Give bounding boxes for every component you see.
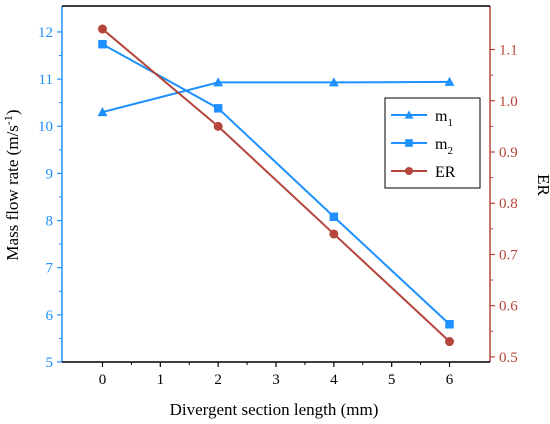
data-point-m1 [97, 107, 108, 117]
right-tick-label: 1.0 [499, 94, 518, 110]
data-point-m1 [213, 77, 224, 87]
data-point-m1 [444, 76, 455, 86]
legend-label-main: m [435, 108, 448, 125]
left-axis-label-sup: -1 [1, 115, 15, 125]
data-point-er [97, 24, 107, 34]
left-tick-label: 7 [46, 261, 54, 277]
right-tick-label: 0.5 [499, 350, 518, 366]
labels-layer: Divergent section length (mm) ER Mass fl… [1, 109, 550, 419]
series-line-er [101, 28, 451, 343]
legend-label-main: m [435, 136, 448, 153]
left-tick-label: 11 [39, 72, 53, 88]
x-tick-label: 1 [157, 372, 165, 388]
legend-label-m1: m1 [435, 108, 453, 129]
series-line-m2 [102, 43, 451, 326]
left-tick-label: 9 [46, 166, 54, 182]
series-layer [97, 24, 455, 347]
data-point-m2 [213, 104, 223, 113]
legend-marker-m2 [405, 139, 413, 147]
left-tick-label: 12 [38, 25, 53, 41]
x-tick-label: 4 [330, 372, 338, 388]
left-axis-label-close: ) [3, 109, 22, 115]
x-tick-label: 5 [388, 372, 396, 388]
x-tick-label: 6 [446, 372, 454, 388]
series-line-m1 [102, 80, 450, 114]
left-tick-label: 6 [46, 308, 54, 324]
x-tick-label: 2 [214, 372, 222, 388]
left-tick-label: 10 [38, 119, 53, 135]
left-axis-label: Mass flow rate (m/s-1) [1, 109, 22, 260]
left-tick-label: 8 [46, 214, 54, 230]
right-tick-label: 1.1 [499, 43, 518, 59]
legend-label-main: ER [435, 164, 456, 181]
data-point-er [329, 229, 339, 239]
x-axis-label: Divergent section length (mm) [170, 400, 379, 419]
left-axis-label-main: Mass flow rate (m/s [3, 125, 22, 261]
data-point-m2 [329, 212, 339, 222]
right-tick-label: 0.6 [499, 299, 518, 315]
data-point-er [445, 337, 455, 347]
legend-label-er: ER [435, 164, 456, 181]
right-tick-label: 0.7 [499, 247, 518, 263]
left-tick-label: 5 [46, 355, 54, 371]
legend-label-sub: 2 [447, 145, 453, 157]
legend-label-sub: 1 [447, 117, 453, 129]
right-tick-label: 0.9 [499, 145, 518, 161]
legend-marker-m1 [404, 110, 414, 119]
right-tick-label: 0.8 [499, 196, 518, 212]
data-point-er [213, 121, 223, 131]
data-point-m1 [328, 77, 339, 87]
data-point-m2 [98, 39, 107, 49]
legend-label-m2: m2 [435, 136, 453, 157]
x-tick-label: 3 [272, 372, 280, 388]
data-point-m2 [445, 320, 454, 329]
right-axis-label: ER [534, 174, 550, 196]
x-tick-label: 0 [99, 372, 107, 388]
legend-marker-er [404, 166, 414, 176]
